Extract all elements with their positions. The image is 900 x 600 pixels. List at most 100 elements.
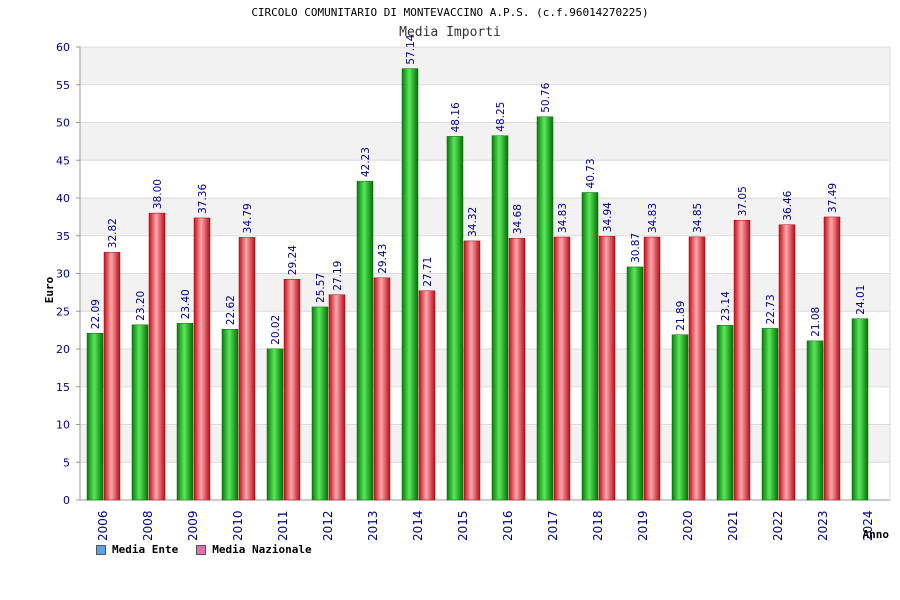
data-label: 37.05 [737, 186, 749, 216]
y-tick-label: 25 [56, 305, 70, 318]
data-label: 20.02 [270, 315, 282, 345]
x-tick-label: 2012 [321, 510, 335, 541]
y-tick-label: 45 [56, 154, 70, 167]
bar-media-ente-2009 [176, 323, 194, 501]
bar-media-ente-2021 [716, 325, 734, 501]
data-label: 23.40 [180, 289, 192, 319]
y-tick-label: 35 [56, 230, 70, 243]
data-label: 32.82 [107, 218, 119, 248]
data-label: 23.20 [135, 291, 147, 321]
data-label: 37.36 [197, 184, 209, 214]
x-tick-label: 2017 [546, 510, 560, 541]
grid-band [80, 424, 890, 463]
bar-media-ente-2014 [401, 68, 419, 501]
bar-media-ente-2011 [266, 348, 284, 501]
data-label: 50.76 [540, 82, 552, 112]
y-tick-label: 20 [56, 343, 70, 356]
data-label: 36.46 [782, 190, 794, 220]
bar-media-nazionale-2020 [688, 236, 706, 501]
bar-media-ente-2019 [626, 266, 644, 501]
x-tick-label: 2019 [636, 510, 650, 541]
x-tick-label: 2024 [861, 510, 875, 541]
data-label: 42.23 [360, 147, 372, 177]
bar-media-ente-2010 [221, 328, 239, 501]
bar-media-ente-2006 [86, 332, 104, 501]
grid-band [80, 47, 890, 85]
bar-media-ente-2024 [851, 318, 869, 501]
data-label: 40.73 [585, 158, 597, 188]
bar-media-ente-2018 [581, 192, 599, 501]
x-tick-label: 2018 [591, 510, 605, 541]
data-label: 48.16 [450, 102, 462, 132]
y-axis-label: Euro [43, 276, 56, 303]
y-tick-label: 50 [56, 117, 70, 130]
data-label: 34.68 [512, 204, 524, 234]
data-label: 21.08 [810, 307, 822, 337]
bar-media-nazionale-2018 [598, 235, 616, 501]
grid-band [80, 273, 890, 312]
data-label: 37.49 [827, 183, 839, 213]
data-label: 25.57 [315, 273, 327, 303]
x-tick-label: 2020 [681, 510, 695, 541]
data-label: 22.62 [225, 295, 237, 325]
bar-media-nazionale-2017 [553, 236, 571, 501]
x-tick-label: 2016 [501, 510, 515, 541]
legend-label-media-ente: Media Ente [112, 543, 179, 556]
data-label: 34.83 [647, 203, 659, 233]
legend: Media Ente Media Nazionale [96, 543, 312, 556]
y-tick-label: 15 [56, 381, 70, 394]
legend-swatch-media-ente [96, 544, 106, 555]
x-tick-label: 2009 [186, 510, 200, 541]
bar-media-nazionale-2023 [823, 216, 841, 501]
data-label: 34.32 [467, 207, 479, 237]
x-tick-label: 2023 [816, 510, 830, 541]
bar-media-ente-2013 [356, 180, 374, 501]
bar-media-ente-2012 [311, 306, 329, 501]
bar-media-nazionale-2022 [778, 224, 796, 501]
legend-label-media-nazionale: Media Nazionale [212, 543, 312, 556]
data-label: 34.85 [692, 203, 704, 233]
data-label: 38.00 [152, 179, 164, 209]
data-label: 29.24 [287, 245, 299, 275]
legend-item-media-nazionale: Media Nazionale [196, 543, 312, 556]
bar-media-ente-2022 [761, 328, 779, 501]
y-tick-label: 55 [56, 79, 70, 92]
bar-media-nazionale-2010 [238, 237, 256, 501]
y-tick-label: 5 [63, 456, 70, 469]
bar-media-ente-2020 [671, 334, 689, 501]
data-label: 57.14 [405, 34, 417, 64]
x-tick-label: 2006 [96, 510, 110, 541]
y-tick-label: 0 [63, 494, 70, 507]
grid-band [80, 349, 890, 387]
x-tick-label: 2008 [141, 510, 155, 541]
bar-media-nazionale-2006 [103, 251, 121, 501]
bar-media-nazionale-2016 [508, 237, 526, 501]
data-label: 48.25 [495, 102, 507, 132]
legend-swatch-media-nazionale [196, 544, 207, 555]
y-tick-label: 60 [56, 41, 70, 54]
x-tick-label: 2015 [456, 510, 470, 541]
bar-media-nazionale-2008 [148, 212, 166, 501]
data-label: 29.43 [377, 244, 389, 274]
bar-media-nazionale-2021 [733, 220, 751, 501]
bar-media-nazionale-2015 [463, 240, 481, 501]
chart-subtitle: Media Importi [399, 25, 501, 40]
x-tick-label: 2011 [276, 510, 290, 541]
bar-media-nazionale-2012 [328, 294, 346, 501]
y-tick-label: 30 [56, 268, 70, 281]
x-tick-label: 2010 [231, 510, 245, 541]
data-label: 27.71 [422, 257, 434, 287]
data-label: 34.79 [242, 203, 254, 233]
bar-media-nazionale-2011 [283, 278, 301, 501]
x-tick-label: 2021 [726, 510, 740, 541]
data-label: 34.83 [557, 203, 569, 233]
bar-media-ente-2008 [131, 324, 149, 501]
bar-media-ente-2015 [446, 136, 464, 501]
bar-media-nazionale-2009 [193, 217, 211, 501]
y-tick-label: 40 [56, 192, 70, 205]
bar-media-ente-2016 [491, 135, 509, 501]
bar-media-nazionale-2019 [643, 236, 661, 501]
legend-item-media-ente: Media Ente [96, 543, 178, 556]
grid-band [80, 198, 890, 236]
